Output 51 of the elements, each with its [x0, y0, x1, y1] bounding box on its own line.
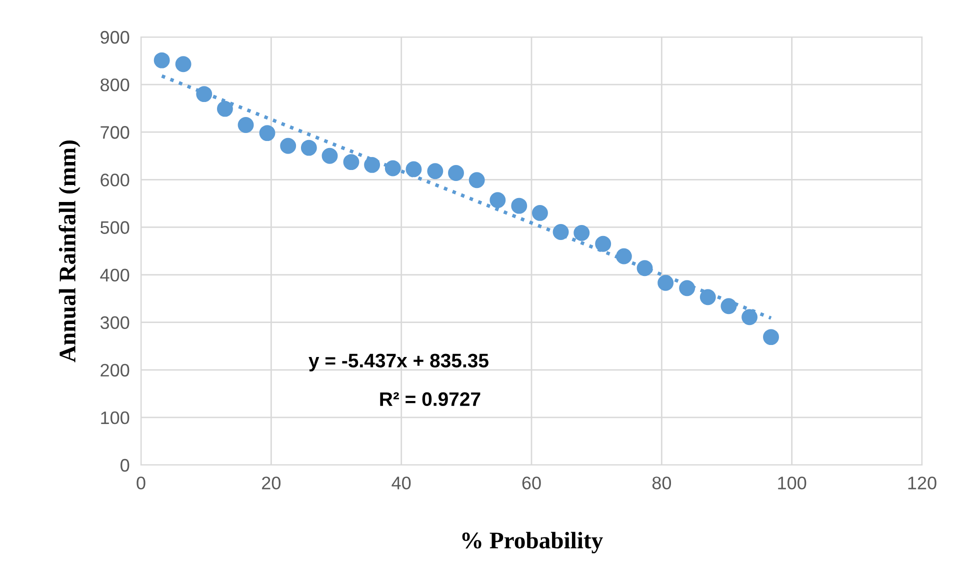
point [468, 172, 485, 188]
point [742, 309, 758, 326]
annotation: R² = 0.9727 [380, 392, 480, 406]
point [175, 56, 192, 72]
x-axis-title: % Probability [462, 532, 603, 554]
point [679, 280, 696, 296]
point [763, 329, 779, 346]
point [720, 298, 737, 314]
y-tick-label: 800 [100, 78, 130, 92]
x-tick-label: 0 [136, 476, 146, 490]
point [300, 140, 317, 156]
y-tick-label: 700 [100, 126, 130, 139]
point [238, 117, 254, 133]
point [595, 236, 612, 252]
y-axis-title: Annual Rainfall (mm) [58, 140, 80, 362]
annotation: y = -5.437x + 835.35 [308, 354, 488, 372]
x-tick-label: 100 [778, 476, 806, 490]
x-tick-label: 120 [908, 476, 936, 490]
x-tick-label: 80 [652, 476, 672, 490]
point [636, 260, 653, 276]
point [196, 86, 212, 102]
y-tick-label: 300 [100, 316, 130, 330]
point [574, 224, 590, 241]
point [427, 163, 444, 180]
point [490, 192, 506, 208]
y-tick-label: 100 [101, 411, 130, 424]
y-tick-label: 600 [100, 174, 130, 186]
point [616, 248, 632, 264]
point [552, 224, 569, 240]
point [154, 52, 170, 68]
point [280, 138, 296, 154]
point [511, 198, 528, 214]
y-tick-label: 0 [120, 458, 130, 472]
point [322, 148, 338, 164]
point [658, 274, 674, 291]
y-tick-label: 200 [100, 364, 130, 377]
point [448, 165, 464, 181]
x-tick-label: 60 [522, 476, 541, 490]
point [364, 156, 380, 173]
point [700, 289, 716, 306]
point [259, 125, 276, 142]
point [384, 160, 401, 176]
y-tick-label: 500 [100, 221, 130, 234]
point [216, 100, 233, 117]
point [406, 161, 422, 178]
y-tick-label: 400 [100, 268, 130, 282]
x-tick-label: 20 [262, 476, 281, 490]
point [343, 154, 360, 170]
y-tick-label: 900 [100, 30, 130, 44]
point [532, 204, 548, 221]
x-tick-label: 40 [392, 476, 411, 490]
